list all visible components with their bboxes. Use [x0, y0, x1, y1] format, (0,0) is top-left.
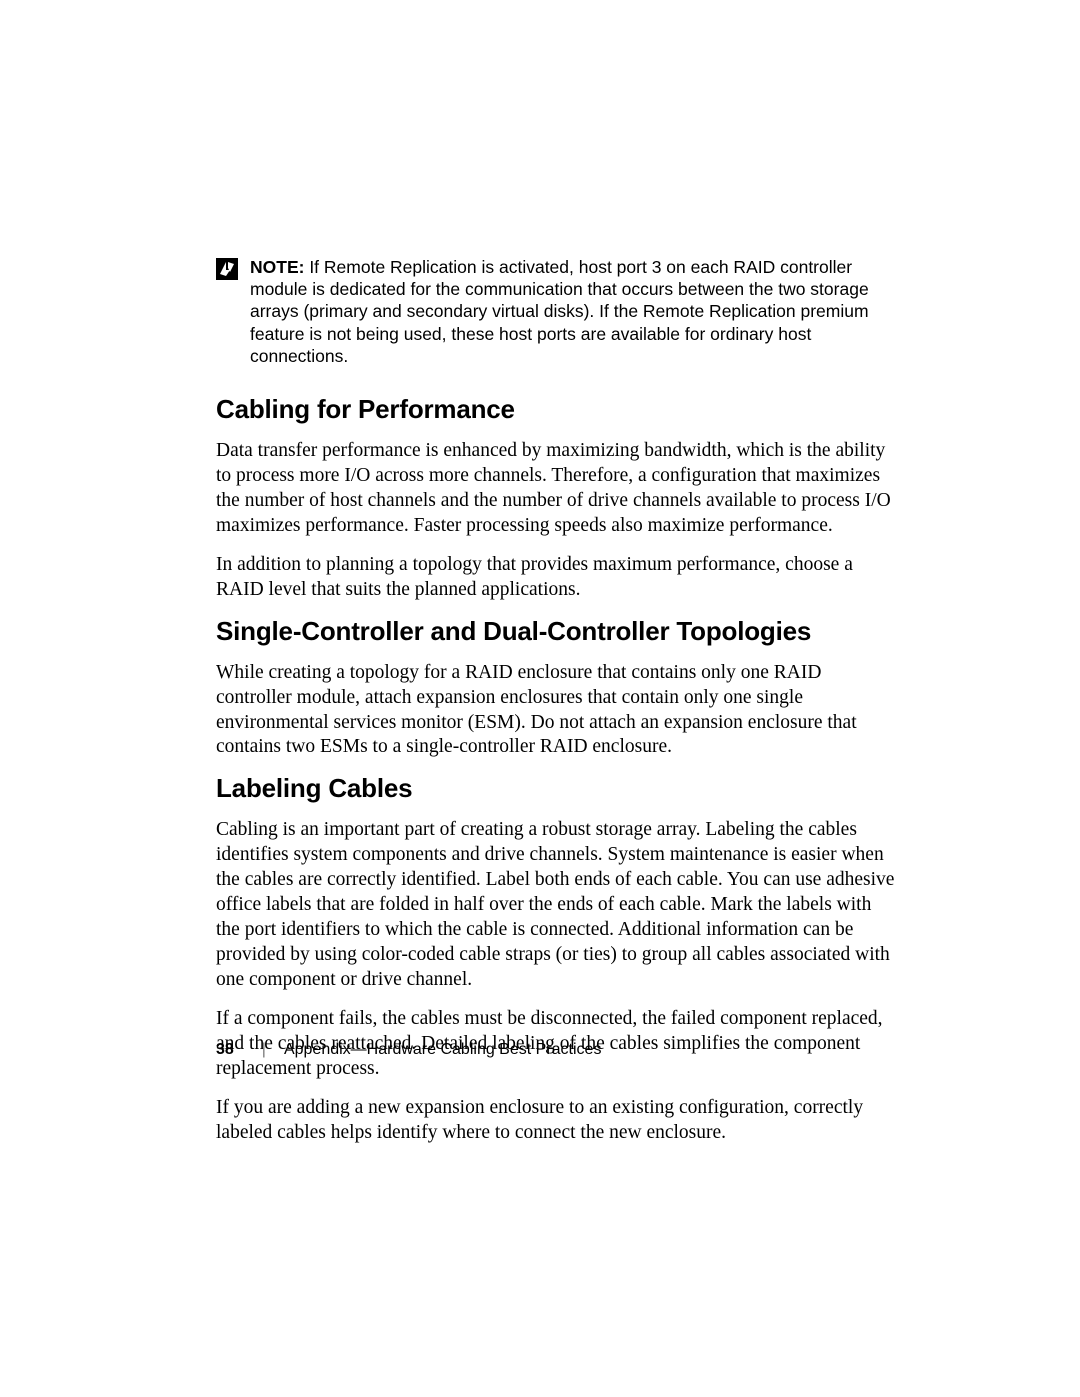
note-label: NOTE:: [250, 257, 304, 277]
paragraph: While creating a topology for a RAID enc…: [216, 661, 900, 761]
paragraph: In addition to planning a topology that …: [216, 553, 900, 603]
note-body: If Remote Replication is activated, host…: [250, 257, 869, 366]
footer-text: Appendix—Hardware Cabling Best Practices: [284, 1041, 601, 1059]
heading-topologies: Single-Controller and Dual-Controller To…: [216, 617, 900, 647]
note-icon: [216, 258, 238, 280]
paragraph: Cabling is an important part of creating…: [216, 818, 900, 993]
paragraph: If you are adding a new expansion enclos…: [216, 1096, 900, 1146]
page-number: 38: [216, 1041, 234, 1059]
page-footer: 38 | Appendix—Hardware Cabling Best Prac…: [216, 1041, 601, 1059]
paragraph: Data transfer performance is enhanced by…: [216, 439, 900, 539]
note-text: NOTE: If Remote Replication is activated…: [250, 256, 900, 367]
document-page: NOTE: If Remote Replication is activated…: [0, 0, 1080, 1397]
note-block: NOTE: If Remote Replication is activated…: [216, 256, 900, 367]
footer-divider: |: [262, 1041, 266, 1059]
heading-cabling-performance: Cabling for Performance: [216, 395, 900, 425]
heading-labeling-cables: Labeling Cables: [216, 774, 900, 804]
